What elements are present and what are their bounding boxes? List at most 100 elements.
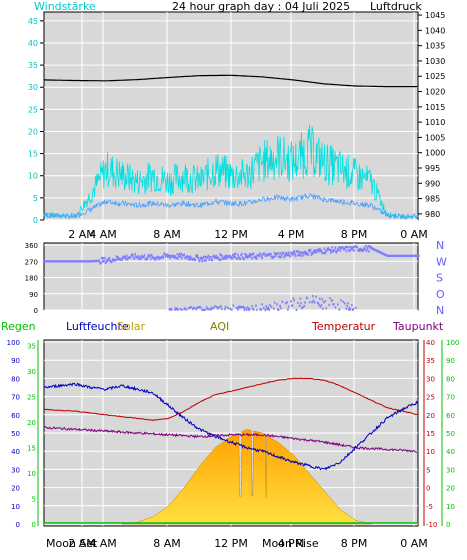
wind-tick-label: 40 xyxy=(28,39,38,48)
direction-tick-label: 180 xyxy=(25,275,38,283)
dewpoint-tick-label: 60 xyxy=(446,412,455,420)
direction-dots-north xyxy=(168,295,357,312)
dewpoint-tick-label: 20 xyxy=(446,485,455,493)
regen-tick-label: 20 xyxy=(27,419,36,427)
pressure-tick-label: 1000 xyxy=(425,149,445,158)
temperature-tick-label: 35 xyxy=(426,357,435,365)
pressure-label: Luftdruck xyxy=(370,0,422,13)
wind-tick-label: 0 xyxy=(33,216,38,225)
climate-x-tick-label: 0 AM xyxy=(400,537,428,550)
direction-compass-label: W xyxy=(436,255,447,268)
humidity-tick-label: 90 xyxy=(11,357,20,365)
wind-x-tick-label: 2 AM xyxy=(68,228,96,241)
legend-aqi: AQI xyxy=(210,320,229,333)
wind-tick-label: 35 xyxy=(28,61,38,70)
wind-tick-label: 15 xyxy=(28,150,38,159)
wind-label: Windstärke xyxy=(34,0,96,13)
legend-taupunkt: Taupunkt xyxy=(392,320,444,333)
temperature-tick-label: -10 xyxy=(426,521,437,529)
dewpoint-tick-label: 30 xyxy=(446,466,455,474)
temperature-tick-label: 25 xyxy=(426,394,435,402)
wind-x-tick-label: 4 PM xyxy=(278,228,305,241)
pressure-tick-label: 1040 xyxy=(425,26,445,35)
temperature-tick-label: 40 xyxy=(426,339,435,347)
climate-panel: 010203040506070809010005101520253035-10-… xyxy=(7,339,460,550)
wind-x-tick-label: 4 AM xyxy=(89,228,117,241)
temperature-tick-label: 5 xyxy=(426,466,430,474)
pressure-tick-label: 995 xyxy=(425,164,440,173)
pressure-tick-label: 1020 xyxy=(425,88,445,97)
humidity-tick-label: 30 xyxy=(11,466,20,474)
humidity-tick-label: 60 xyxy=(11,412,20,420)
pressure-tick-label: 1010 xyxy=(425,118,445,127)
humidity-tick-label: 20 xyxy=(11,485,20,493)
pressure-tick-label: 985 xyxy=(425,195,440,204)
humidity-tick-label: 10 xyxy=(11,503,20,511)
chart-title: 24 hour graph day : 04 Juli 2025 xyxy=(172,0,350,13)
regen-tick-label: 0 xyxy=(32,521,36,529)
dewpoint-tick-label: 90 xyxy=(446,357,455,365)
regen-tick-label: 15 xyxy=(27,445,36,453)
direction-tick-label: 270 xyxy=(25,258,38,266)
legend-regen: Regen xyxy=(1,320,36,333)
wind-tick-label: 10 xyxy=(28,172,38,181)
humidity-tick-label: 100 xyxy=(7,339,20,347)
humidity-tick-label: 70 xyxy=(11,394,20,402)
regen-tick-label: 10 xyxy=(27,470,36,478)
wind-tick-label: 25 xyxy=(28,105,38,114)
climate-x-tick-label: 12 PM xyxy=(214,537,248,550)
climate-x-tick-label: 8 PM xyxy=(341,537,368,550)
legend-solar: Solar xyxy=(117,320,146,333)
wind-x-tick-label: 0 AM xyxy=(400,228,428,241)
humidity-tick-label: 80 xyxy=(11,375,20,383)
pressure-tick-label: 990 xyxy=(425,179,440,188)
regen-tick-label: 5 xyxy=(32,496,36,504)
direction-dots-west xyxy=(44,245,420,265)
dewpoint-tick-label: 70 xyxy=(446,394,455,402)
regen-tick-label: 30 xyxy=(27,368,36,376)
temperature-tick-label: 15 xyxy=(426,430,435,438)
direction-compass-label: N xyxy=(436,239,444,252)
pressure-tick-label: 980 xyxy=(425,210,440,219)
direction-compass-label: S xyxy=(436,272,443,285)
wind-x-tick-label: 8 PM xyxy=(341,228,368,241)
temperature-line xyxy=(43,377,419,422)
direction-tick-label: 90 xyxy=(29,291,38,299)
moon-rise-label: Moon Rise xyxy=(262,537,319,550)
wind-x-tick-label: 8 AM xyxy=(153,228,181,241)
temperature-tick-label: 20 xyxy=(426,412,435,420)
wind-x-tick-label: 12 PM xyxy=(214,228,248,241)
humidity-tick-label: 0 xyxy=(16,521,20,529)
pressure-tick-label: 1030 xyxy=(425,57,445,66)
dewpoint-tick-label: 100 xyxy=(446,339,459,347)
solar-area xyxy=(121,429,372,525)
dewpoint-tick-label: 40 xyxy=(446,448,455,456)
direction-compass-label: N xyxy=(436,304,444,317)
legend-temperatur: Temperatur xyxy=(311,320,376,333)
wind-average-line xyxy=(43,192,419,221)
humidity-tick-label: 50 xyxy=(11,430,20,438)
pressure-tick-label: 1015 xyxy=(425,103,445,112)
moon-set-label: Moon Set xyxy=(46,537,98,550)
temperature-tick-label: 0 xyxy=(426,485,430,493)
direction-tick-label: 360 xyxy=(25,242,38,250)
climate-x-tick-label: 8 AM xyxy=(153,537,181,550)
wind-tick-label: 20 xyxy=(28,127,38,136)
humidity-line xyxy=(43,382,419,471)
pressure-tick-label: 1025 xyxy=(425,72,445,81)
climate-x-tick-label: 4 AM xyxy=(89,537,117,550)
wind-tick-label: 30 xyxy=(28,83,38,92)
pressure-tick-label: 1035 xyxy=(425,42,445,51)
dewpoint-tick-label: 10 xyxy=(446,503,455,511)
pressure-line xyxy=(44,74,418,88)
wind-tick-label: 45 xyxy=(28,17,38,26)
temperature-tick-label: -5 xyxy=(426,503,433,511)
legend-luftfeuchte: Luftfeuchte xyxy=(66,320,129,333)
wind-gust-line xyxy=(43,124,419,220)
regen-tick-label: 25 xyxy=(27,394,36,402)
dewpoint-tick-label: 50 xyxy=(446,430,455,438)
humidity-tick-label: 40 xyxy=(11,448,20,456)
